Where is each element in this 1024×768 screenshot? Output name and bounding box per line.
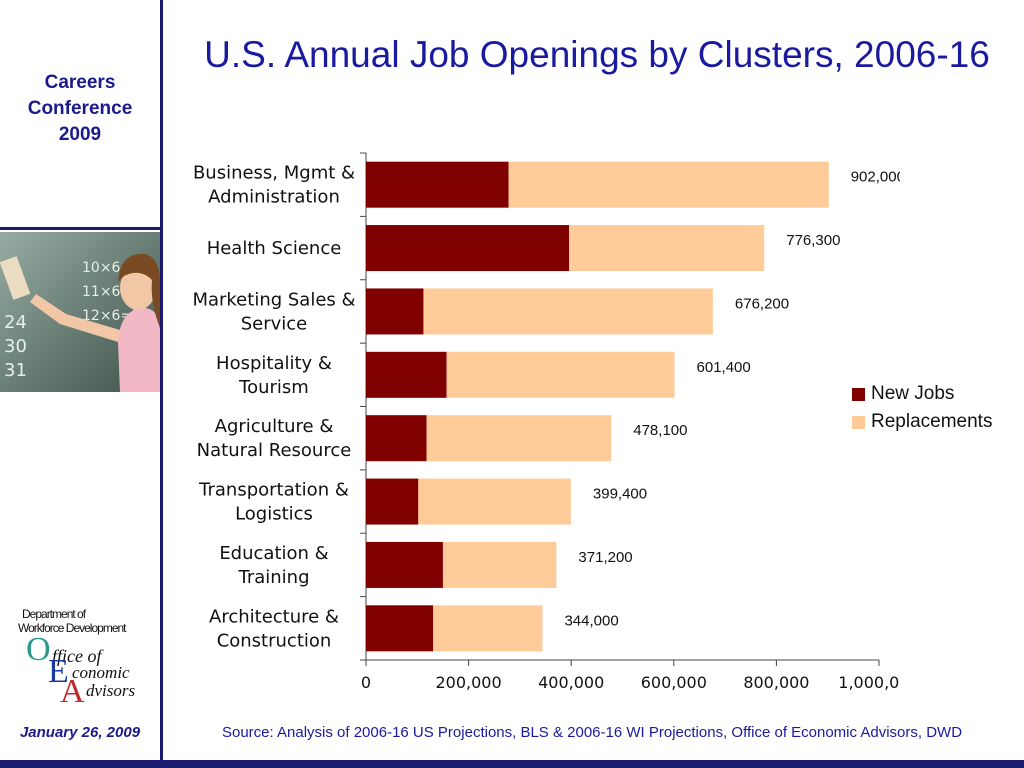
- source-note: Source: Analysis of 2006-16 US Projectio…: [221, 724, 963, 741]
- bar-new-jobs: [366, 541, 443, 588]
- legend-item-replacements: Replacements: [852, 408, 992, 436]
- bar-new-jobs: [366, 605, 434, 652]
- bar-new-jobs: [366, 351, 447, 398]
- bottom-bar: [0, 760, 1024, 768]
- bar-replacements: [418, 478, 571, 525]
- total-label: 676,200: [735, 295, 789, 312]
- chart-legend: New Jobs Replacements: [852, 380, 992, 436]
- sidebar-divider: [160, 0, 163, 762]
- conference-line-3: 2009: [58, 124, 102, 145]
- category-label: Training: [237, 567, 309, 588]
- total-label: 371,200: [578, 549, 632, 566]
- total-label: 399,400: [593, 486, 647, 503]
- legend-label-replacements: Replacements: [871, 411, 993, 432]
- svg-text:24: 24: [4, 312, 27, 333]
- total-label: 478,100: [633, 422, 687, 439]
- svg-text:31: 31: [4, 360, 27, 381]
- conference-name: Careers Conference 2009: [0, 70, 160, 148]
- x-tick-label: 400,000: [538, 673, 604, 692]
- bar-new-jobs: [366, 478, 419, 525]
- logo-line-2: Workforce Development: [18, 621, 127, 635]
- legend-item-new-jobs: New Jobs: [852, 380, 992, 408]
- bar-replacements: [426, 415, 612, 462]
- legend-label-new-jobs: New Jobs: [871, 383, 955, 404]
- category-label: Transportation &: [198, 480, 349, 501]
- bar-replacements: [446, 351, 675, 398]
- category-label: Agriculture &: [215, 416, 334, 437]
- total-label: 344,000: [564, 612, 618, 629]
- category-label: Hospitality &: [216, 353, 332, 374]
- oea-logo: Department of Workforce Development O ff…: [18, 607, 136, 702]
- job-openings-chart: 902,000 Business, Mgmt & Administration 776…: [192, 152, 900, 692]
- legend-swatch-new-jobs: [852, 387, 865, 401]
- bar-replacements: [423, 288, 713, 335]
- bar-new-jobs: [366, 415, 427, 462]
- teacher-photo: 24 30 31 10×6=60 11×6=66 12×6=72: [0, 232, 160, 392]
- category-label: Natural Resource: [197, 440, 352, 461]
- logo-word-3: dvisors: [86, 681, 136, 700]
- category-label: Construction: [217, 630, 332, 651]
- category-label: Business, Mgmt &: [193, 163, 355, 184]
- presentation-date: January 26, 2009: [19, 724, 141, 741]
- category-label: Architecture &: [209, 606, 339, 627]
- bar-replacements: [569, 225, 765, 272]
- conference-line-2: Conference: [27, 98, 133, 119]
- category-label: Administration: [208, 187, 340, 208]
- svg-text:E: E: [48, 653, 69, 690]
- sidebar-header-divider: [0, 227, 162, 230]
- category-label: Tourism: [238, 377, 309, 398]
- x-tick-label: 600,000: [641, 673, 707, 692]
- category-label: Education &: [219, 543, 328, 564]
- category-label: Service: [241, 313, 308, 334]
- sidebar: Careers Conference 2009 24 30 31 10×6=60…: [0, 0, 160, 760]
- svg-text:A: A: [60, 673, 85, 702]
- x-tick-label: 800,000: [743, 673, 809, 692]
- total-label: 902,000: [851, 169, 900, 186]
- bar-new-jobs: [366, 225, 570, 272]
- x-tick-label: 1,000,000: [838, 673, 900, 692]
- bar-replacements: [442, 541, 557, 588]
- category-label: Marketing Sales &: [192, 289, 355, 310]
- category-label: Logistics: [235, 504, 313, 525]
- conference-line-1: Careers: [44, 72, 116, 93]
- bar-new-jobs: [366, 288, 424, 335]
- svg-text:30: 30: [4, 336, 27, 357]
- legend-swatch-replacements: [852, 415, 865, 429]
- bar-replacements: [508, 161, 829, 208]
- category-label: Health Science: [207, 238, 342, 259]
- total-label: 776,300: [786, 232, 840, 249]
- logo-word-2: conomic: [72, 663, 130, 682]
- x-tick-label: 0: [361, 673, 371, 692]
- total-label: 601,400: [697, 359, 751, 376]
- bar-new-jobs: [366, 161, 509, 208]
- slide-title: U.S. Annual Job Openings by Clusters, 20…: [204, 34, 990, 75]
- svg-text:O: O: [26, 631, 51, 668]
- logo-word-1: ffice of: [52, 646, 104, 666]
- logo-line-1: Department of: [22, 607, 87, 621]
- x-tick-label: 200,000: [436, 673, 502, 692]
- bar-replacements: [433, 605, 543, 652]
